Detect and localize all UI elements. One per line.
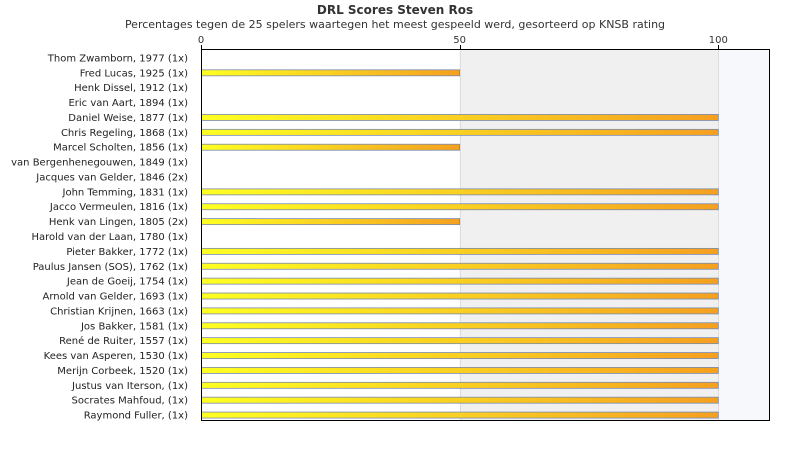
category-label: Arnold van Gelder, 1693 (1x): [43, 292, 189, 303]
bar: [201, 128, 719, 136]
bar: [201, 322, 719, 330]
category-label: René de Ruiter, 1557 (1x): [59, 335, 188, 347]
chart-subtitle: Percentages tegen de 25 spelers waartege…: [124, 18, 666, 31]
category-label: Eric van Aart, 1894 (1x): [68, 98, 188, 109]
x-tick-label: 100: [709, 35, 728, 46]
bar: [201, 396, 719, 404]
plot-background: [201, 49, 770, 421]
plot-band: [459, 49, 719, 421]
category-label: Marcel Scholten, 1856 (1x): [53, 143, 188, 154]
bar: [201, 203, 719, 211]
category-label: Merijn Corbeek, 1520 (1x): [57, 366, 188, 377]
category-label: Jacques van Gelder, 1846 (2x): [35, 172, 188, 183]
category-label: Jacco Vermeulen, 1816 (1x): [49, 202, 188, 213]
category-label: John Temming, 1831 (1x): [62, 187, 189, 198]
category-label: Thom Zwamborn, 1977 (1x): [47, 53, 188, 64]
bar: [201, 367, 719, 374]
plot-band: [201, 49, 460, 421]
bar: [201, 307, 719, 315]
category-label: Fred Lucas, 1925 (1x): [80, 68, 188, 79]
x-tick-label: 50: [453, 35, 466, 46]
category-label: Chris Regeling, 1868 (1x): [61, 128, 188, 139]
x-axis-ticks: 0 50 100: [198, 35, 728, 49]
category-label: Christian Krijnen, 1663 (1x): [50, 306, 188, 317]
bar: [201, 247, 719, 255]
category-label: Daniel Weise, 1877 (1x): [68, 113, 188, 124]
bars: [201, 69, 719, 419]
category-label: Kees van Asperen, 1530 (1x): [44, 351, 188, 362]
y-axis-labels: Thom Zwamborn, 1977 (1x) Fred Lucas, 1925…: [11, 53, 188, 421]
category-label: Jean de Goeij, 1754 (1x): [66, 277, 188, 288]
bar: [201, 381, 719, 389]
bar: [201, 352, 719, 359]
bar: [201, 262, 719, 270]
bar: [201, 337, 719, 345]
category-label: van Bergenhenegouwen, 1849 (1x): [11, 158, 188, 169]
x-tick-label: 0: [198, 35, 204, 46]
category-label: Henk van Lingen, 1805 (2x): [49, 217, 188, 228]
category-label: Paulus Jansen (SOS), 1762 (1x): [33, 262, 188, 273]
bar: [201, 292, 719, 300]
category-label: Pieter Bakker, 1772 (1x): [66, 247, 188, 258]
category-label: Henk Dissel, 1912 (1x): [74, 83, 188, 94]
bar: [201, 188, 719, 196]
category-label: Harold van der Laan, 1780 (1x): [31, 232, 188, 243]
category-label: Socrates Mahfoud, (1x): [71, 396, 188, 407]
bar: [201, 411, 719, 419]
category-label: Raymond Fuller, (1x): [84, 411, 188, 422]
bar: [201, 114, 719, 121]
category-label: Jos Bakker, 1581 (1x): [80, 321, 188, 332]
category-label: Justus van Iterson, (1x): [71, 381, 188, 392]
chart-title: DRL Scores Steven Ros: [316, 3, 474, 17]
bar: [201, 277, 719, 285]
plot-band: [718, 49, 770, 421]
bar: [201, 143, 461, 151]
bar: [201, 69, 461, 77]
plot-frame: [201, 49, 770, 421]
bar: [201, 218, 461, 226]
